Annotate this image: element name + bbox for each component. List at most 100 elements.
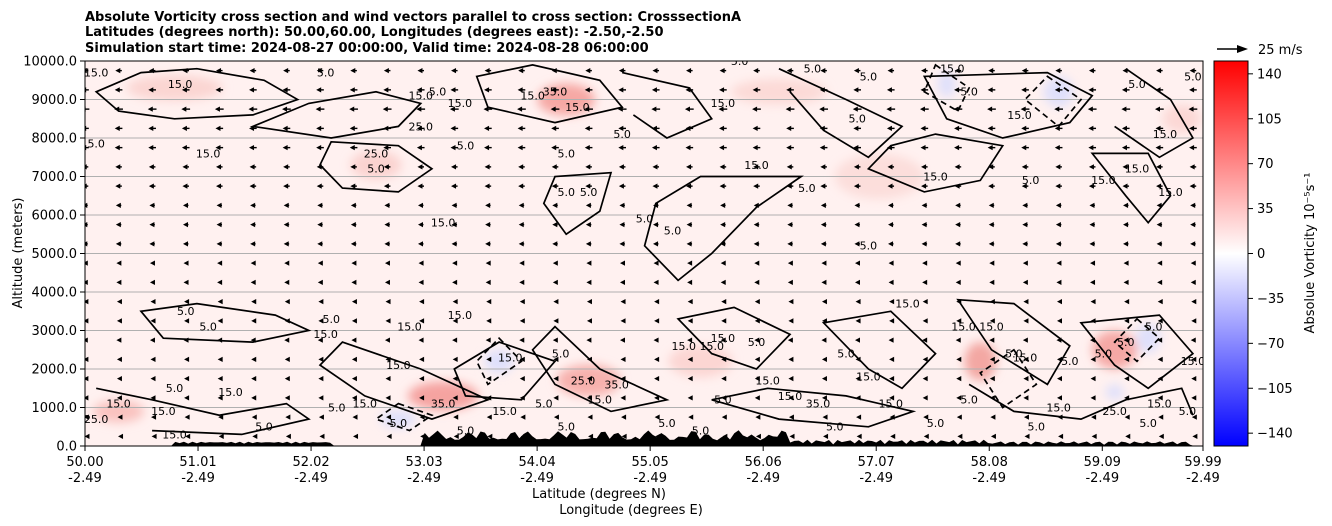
- wind-vector: [416, 125, 425, 131]
- wind-vector-head: [182, 241, 188, 247]
- wind-vector: [1023, 376, 1029, 382]
- wind-vector: [855, 376, 861, 382]
- wind-vector: [85, 414, 89, 420]
- wind-vector-head: [988, 202, 994, 208]
- wind-vector-head: [151, 414, 157, 420]
- contour-label: 15.0: [711, 97, 736, 110]
- x-axis-label-latitude: Latitude (degrees N): [532, 487, 666, 502]
- wind-vector-head: [553, 414, 559, 420]
- wind-vector-head: [218, 433, 224, 439]
- contour-label: 5.0: [798, 182, 816, 195]
- wind-vector: [1155, 125, 1164, 131]
- wind-vector: [251, 299, 257, 305]
- wind-vector: [283, 68, 290, 74]
- wind-vector: [1156, 68, 1163, 74]
- wind-vector: [853, 125, 862, 131]
- wind-vector: [921, 183, 928, 189]
- wind-vector-head: [148, 87, 154, 93]
- negative-contour-line-3: [1023, 75, 1083, 128]
- wind-vector-head: [1125, 433, 1131, 439]
- wind-vector: [449, 106, 459, 112]
- wind-vector: [249, 125, 257, 131]
- wind-vector: [148, 125, 156, 131]
- wind-vector-head: [217, 260, 223, 266]
- wind-vector-head: [620, 318, 626, 324]
- wind-vector: [888, 337, 894, 343]
- wind-vector: [1088, 145, 1097, 151]
- wind-vector-head: [384, 222, 390, 228]
- wind-vector-head: [922, 376, 928, 382]
- wind-vector: [183, 337, 189, 343]
- contour-line-14: [453, 341, 557, 401]
- wind-vector: [720, 202, 726, 208]
- wind-vector: [855, 260, 861, 266]
- contour-line-7: [1114, 68, 1195, 159]
- wind-vector-head: [385, 318, 391, 324]
- wind-vector: [451, 222, 458, 228]
- contour-label: 15.0: [325, 51, 350, 64]
- wind-vector-head: [1088, 183, 1094, 189]
- wind-vector-head: [788, 414, 794, 420]
- wind-vector-head: [855, 337, 861, 343]
- contour-label: 5.0: [580, 186, 598, 199]
- wind-vector-head: [718, 106, 724, 112]
- wind-vector-head: [317, 241, 323, 247]
- wind-vector-head: [1190, 241, 1196, 247]
- wind-vector: [216, 241, 223, 247]
- contour-label: 5.0: [1179, 405, 1197, 418]
- wind-vector-head: [553, 299, 559, 305]
- wind-vector-head: [855, 279, 861, 285]
- wind-vector-head: [988, 241, 994, 247]
- wind-vector-head: [451, 241, 457, 247]
- wind-vector: [586, 337, 592, 343]
- wind-vector: [889, 356, 895, 362]
- wind-vector: [85, 395, 89, 401]
- quiver-key: 25 m/s: [1217, 43, 1303, 58]
- wind-vector-head: [989, 279, 995, 285]
- wind-vector: [85, 202, 88, 208]
- y-tick-label: 8000.0: [32, 132, 78, 147]
- wind-vector-head: [821, 318, 827, 324]
- wind-vector: [955, 279, 961, 285]
- contour-label: 15.0: [923, 170, 948, 183]
- contour-label: 15.0: [84, 66, 109, 79]
- wind-vector: [652, 164, 660, 170]
- wind-vector: [1157, 376, 1163, 382]
- wind-vector-head: [954, 164, 960, 170]
- wind-vector-head: [886, 125, 892, 131]
- wind-vector: [1191, 318, 1197, 324]
- wind-vector: [721, 356, 727, 362]
- wind-vector-head: [419, 318, 425, 324]
- wind-vector: [215, 125, 224, 131]
- wind-vector-head: [1124, 376, 1130, 382]
- wind-vector: [620, 299, 626, 305]
- wind-vector: [653, 279, 659, 285]
- wind-vector-head: [215, 125, 221, 131]
- wind-vector: [487, 433, 493, 439]
- wind-vector-head: [954, 68, 960, 74]
- wind-vector: [150, 299, 156, 305]
- wind-vector-head: [821, 376, 827, 382]
- wind-vector-head: [922, 395, 928, 401]
- wind-vector: [419, 376, 425, 382]
- wind-vector: [718, 106, 728, 112]
- y-tick-label: 2000.0: [32, 363, 78, 378]
- wind-vector-head: [686, 222, 692, 228]
- wind-vector: [452, 356, 458, 362]
- wind-vector: [922, 279, 928, 285]
- x-tick-label-lat: 54.04: [519, 455, 556, 470]
- wind-vector-head: [351, 395, 357, 401]
- wind-vector: [1089, 202, 1095, 208]
- wind-vector: [754, 299, 760, 305]
- wind-vector-head: [819, 145, 825, 151]
- wind-vector: [621, 414, 627, 420]
- wind-vector: [383, 183, 391, 189]
- wind-vector: [553, 395, 559, 401]
- wind-vector: [989, 356, 995, 362]
- contour-label: 25.0: [1102, 405, 1127, 418]
- wind-vector: [282, 125, 291, 131]
- wind-vector-head: [148, 164, 154, 170]
- wind-vector: [888, 202, 894, 208]
- wind-vector: [687, 376, 693, 382]
